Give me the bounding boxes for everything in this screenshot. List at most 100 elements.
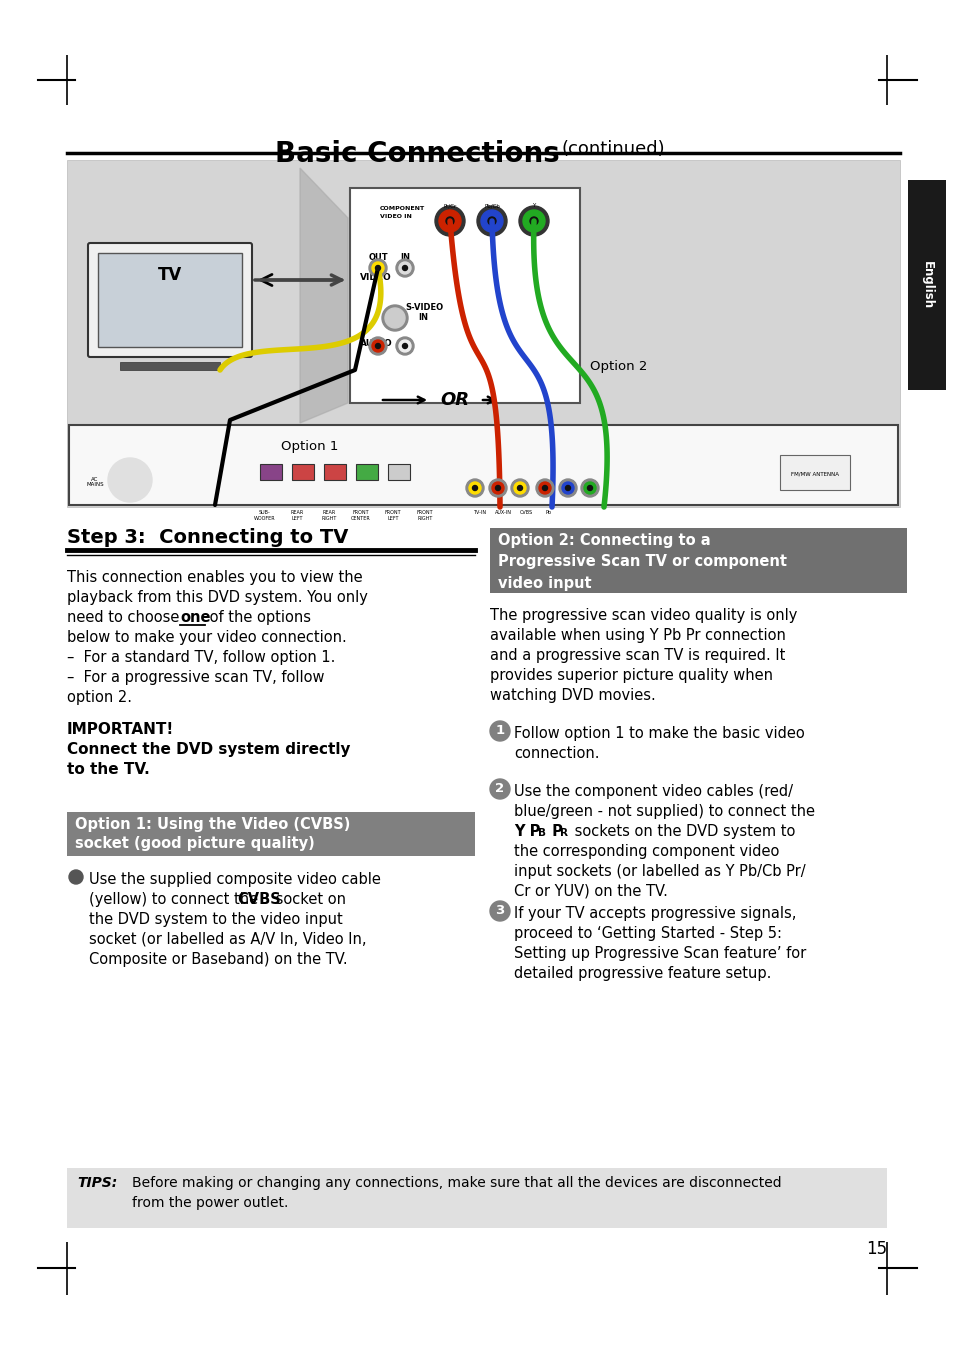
- Text: If your TV accepts progressive signals,: If your TV accepts progressive signals,: [514, 907, 796, 921]
- Polygon shape: [299, 168, 348, 423]
- Circle shape: [480, 210, 502, 232]
- Text: Cr or YUV) on the TV.: Cr or YUV) on the TV.: [514, 884, 667, 898]
- Text: FRONT
RIGHT: FRONT RIGHT: [416, 511, 433, 521]
- Text: sockets on the DVD system to: sockets on the DVD system to: [569, 824, 795, 839]
- Text: Option 2: Connecting to a: Option 2: Connecting to a: [497, 533, 710, 548]
- Text: Setting up Progressive Scan feature’ for: Setting up Progressive Scan feature’ for: [514, 946, 805, 960]
- Text: input sockets (or labelled as Y Pb/Cb Pr/: input sockets (or labelled as Y Pb/Cb Pr…: [514, 863, 804, 880]
- Circle shape: [369, 259, 387, 277]
- Text: 1: 1: [495, 725, 504, 738]
- Text: CVBS: CVBS: [236, 892, 280, 907]
- Text: Y: Y: [532, 203, 535, 207]
- Text: English: English: [920, 261, 933, 308]
- Text: AUX-IN: AUX-IN: [494, 511, 511, 515]
- Circle shape: [438, 210, 460, 232]
- Text: Composite or Baseband) on the TV.: Composite or Baseband) on the TV.: [89, 952, 347, 967]
- Text: AUDIO: AUDIO: [359, 338, 393, 348]
- Text: provides superior picture quality when: provides superior picture quality when: [490, 668, 772, 683]
- Bar: [260, 463, 282, 480]
- Circle shape: [395, 259, 414, 277]
- Text: Connect the DVD system directly: Connect the DVD system directly: [67, 742, 350, 757]
- Text: socket (good picture quality): socket (good picture quality): [75, 836, 314, 851]
- Text: playback from this DVD system. You only: playback from this DVD system. You only: [67, 590, 368, 605]
- Circle shape: [565, 485, 570, 490]
- Text: watching DVD movies.: watching DVD movies.: [490, 688, 655, 703]
- Circle shape: [580, 480, 598, 497]
- Text: Option 1: Using the Video (CVBS): Option 1: Using the Video (CVBS): [75, 818, 350, 832]
- Circle shape: [542, 485, 547, 490]
- Text: Use the supplied composite video cable: Use the supplied composite video cable: [89, 872, 380, 888]
- Bar: [69, 426, 897, 505]
- Circle shape: [472, 485, 477, 490]
- Text: Use the component video cables (red/: Use the component video cables (red/: [514, 784, 792, 799]
- Text: Progressive Scan TV or component: Progressive Scan TV or component: [497, 554, 786, 568]
- Text: connection.: connection.: [514, 746, 598, 761]
- Text: OUT: OUT: [368, 253, 388, 263]
- Circle shape: [402, 343, 407, 349]
- Text: detailed progressive feature setup.: detailed progressive feature setup.: [514, 966, 771, 981]
- Circle shape: [538, 482, 551, 494]
- Text: Basic Connections: Basic Connections: [275, 140, 559, 168]
- Text: 2: 2: [495, 783, 504, 796]
- Text: TIPS:: TIPS:: [77, 1176, 117, 1189]
- Text: B: B: [537, 828, 545, 838]
- Circle shape: [465, 480, 483, 497]
- Text: socket (or labelled as A/V In, Video In,: socket (or labelled as A/V In, Video In,: [89, 932, 366, 947]
- FancyBboxPatch shape: [88, 242, 252, 357]
- Text: The progressive scan video quality is only: The progressive scan video quality is on…: [490, 607, 797, 624]
- Text: and a progressive scan TV is required. It: and a progressive scan TV is required. I…: [490, 648, 784, 663]
- Text: VIDEO IN: VIDEO IN: [379, 214, 412, 220]
- Bar: [780, 455, 849, 490]
- Text: R: R: [559, 828, 567, 838]
- Circle shape: [375, 265, 380, 271]
- Text: from the power outlet.: from the power outlet.: [132, 1196, 288, 1210]
- Text: of the options: of the options: [205, 610, 311, 625]
- Circle shape: [490, 901, 510, 921]
- Text: FRONT
CENTER: FRONT CENTER: [351, 511, 371, 521]
- Text: CVBS: CVBS: [518, 511, 532, 515]
- Bar: [292, 463, 314, 480]
- Circle shape: [381, 304, 408, 331]
- Circle shape: [488, 217, 496, 225]
- Text: COMPONENT: COMPONENT: [379, 206, 425, 211]
- Text: Follow option 1 to make the basic video: Follow option 1 to make the basic video: [514, 726, 804, 741]
- Circle shape: [495, 485, 500, 490]
- Text: Option 2: Option 2: [589, 360, 647, 373]
- Text: (yellow) to connect the: (yellow) to connect the: [89, 892, 262, 907]
- Text: 15: 15: [865, 1241, 886, 1258]
- Text: OR: OR: [440, 391, 469, 409]
- Circle shape: [583, 482, 596, 494]
- Circle shape: [490, 779, 510, 799]
- Text: –  For a progressive scan TV, follow: – For a progressive scan TV, follow: [67, 669, 324, 686]
- Text: IMPORTANT!: IMPORTANT!: [67, 722, 174, 737]
- Text: P: P: [546, 824, 562, 839]
- Circle shape: [536, 480, 554, 497]
- Circle shape: [587, 485, 592, 490]
- Text: AC
MAINS: AC MAINS: [86, 477, 104, 488]
- Text: the corresponding component video: the corresponding component video: [514, 845, 779, 859]
- Bar: [324, 463, 346, 480]
- Circle shape: [446, 217, 454, 225]
- Text: REAR
RIGHT: REAR RIGHT: [321, 511, 336, 521]
- Circle shape: [469, 482, 480, 494]
- Bar: [67, 160, 899, 506]
- Circle shape: [398, 339, 411, 352]
- Text: FM/MW ANTENNA: FM/MW ANTENNA: [790, 471, 838, 477]
- Circle shape: [489, 480, 506, 497]
- Circle shape: [530, 217, 537, 225]
- Bar: [67, 1168, 886, 1228]
- Text: SUB-
WOOFER: SUB- WOOFER: [253, 511, 275, 521]
- Text: REAR
LEFT: REAR LEFT: [290, 511, 303, 521]
- Text: Pb/Cb: Pb/Cb: [483, 203, 499, 207]
- Text: S-VIDEO: S-VIDEO: [405, 303, 442, 313]
- Text: to the TV.: to the TV.: [67, 762, 150, 777]
- Circle shape: [398, 263, 411, 273]
- Text: This connection enables you to view the: This connection enables you to view the: [67, 570, 362, 585]
- FancyBboxPatch shape: [907, 180, 945, 391]
- Text: 3: 3: [495, 904, 504, 917]
- Circle shape: [490, 721, 510, 741]
- Circle shape: [561, 482, 574, 494]
- Circle shape: [492, 482, 503, 494]
- Text: video input: video input: [497, 577, 591, 591]
- Text: FRONT
LEFT: FRONT LEFT: [384, 511, 401, 521]
